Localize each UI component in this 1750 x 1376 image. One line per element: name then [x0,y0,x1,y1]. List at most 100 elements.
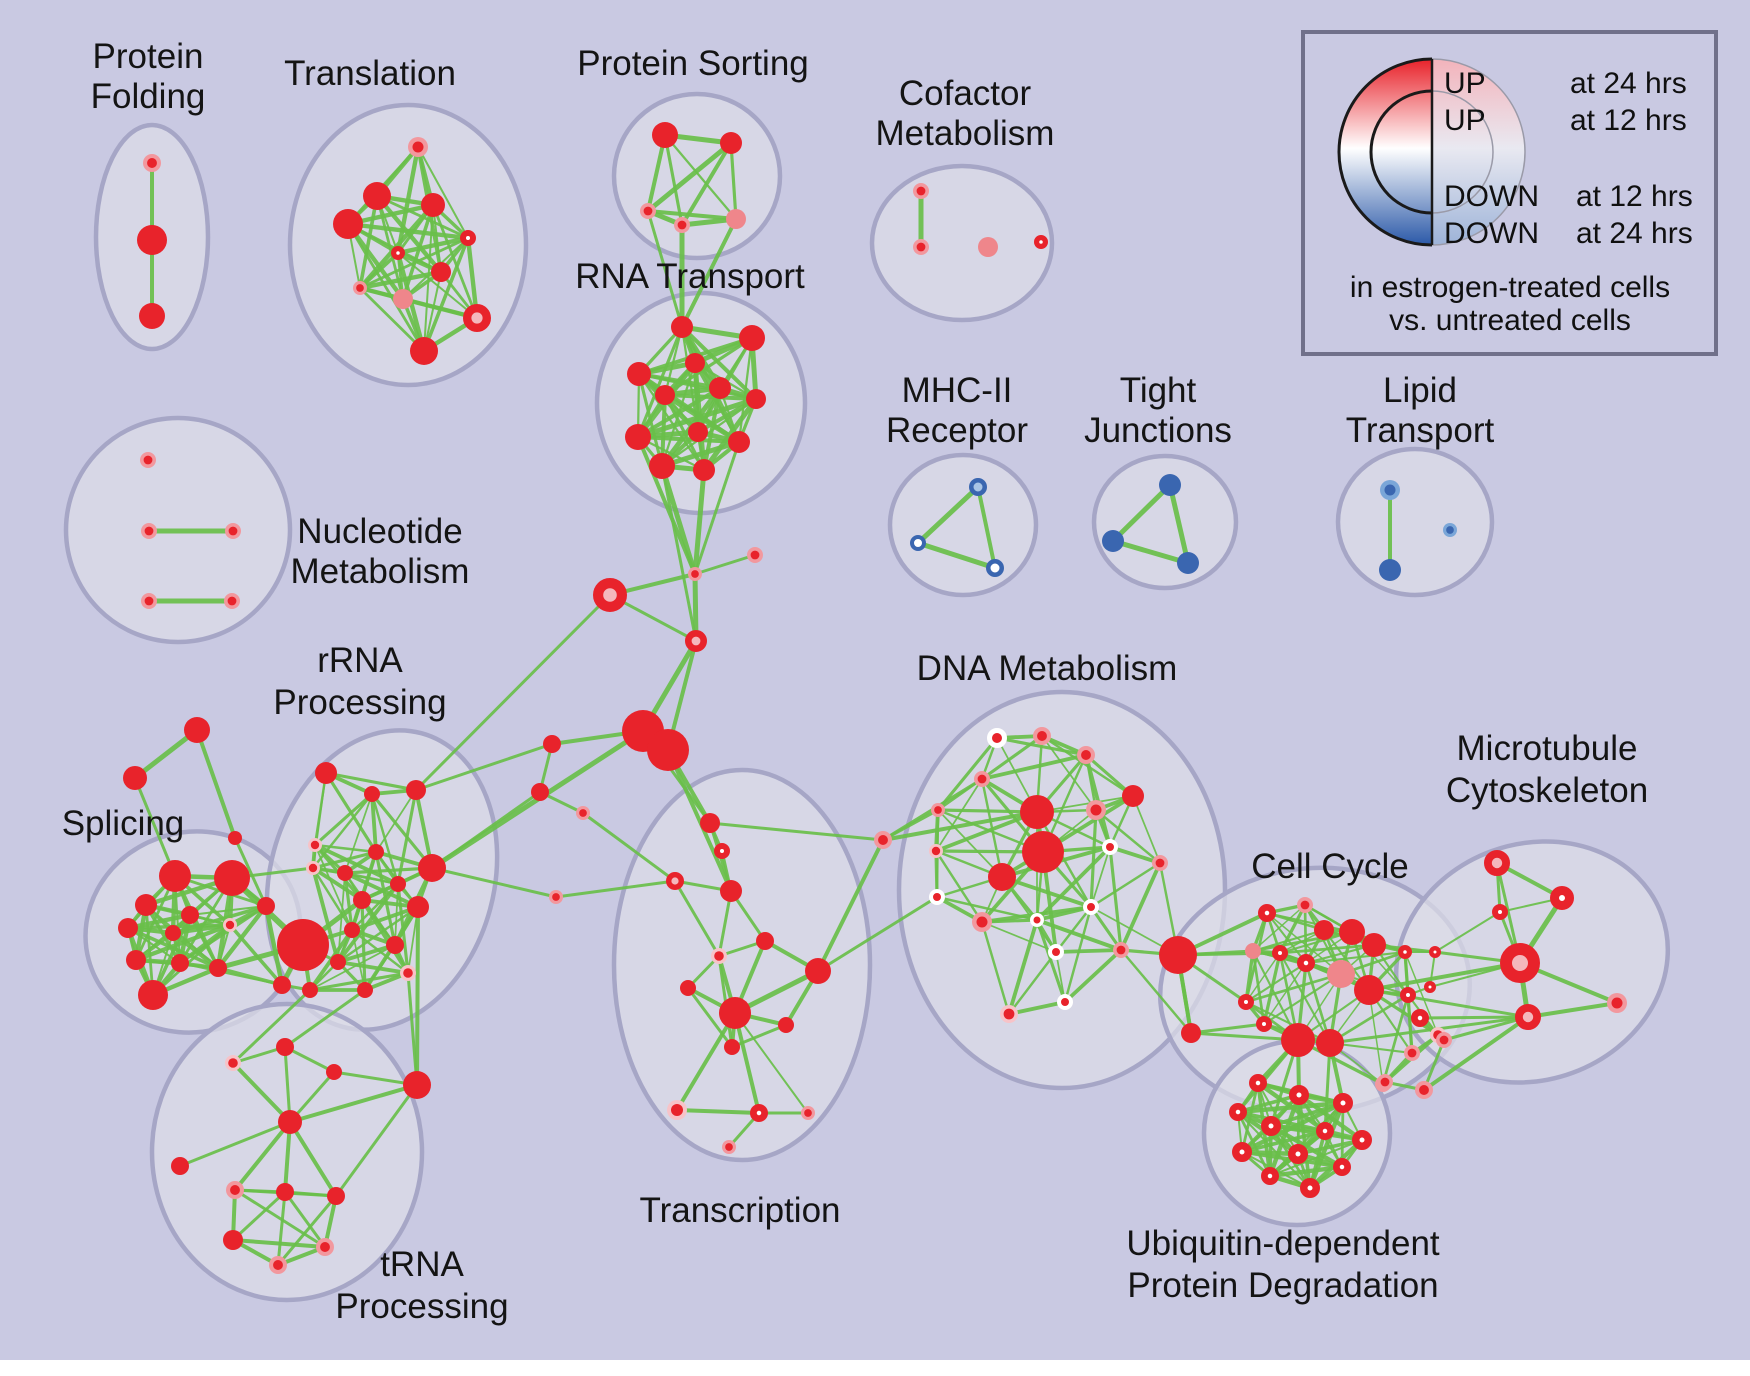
interaction-edge [1262,972,1343,1026]
cluster-label-splicing: Splicing [62,804,185,843]
interaction-edge [1119,861,1162,952]
gene-node [688,422,708,442]
gene-node-core [1384,484,1396,496]
interaction-edge [934,810,1039,853]
interaction-edge [288,1083,419,1124]
interaction-edge [228,923,284,987]
interaction-edge [1267,1164,1345,1179]
gene-node-core [1155,858,1165,868]
gene-node-core [691,570,699,578]
cluster-label-protein_folding: Folding [91,77,206,116]
gene-node-core [1300,900,1310,910]
gene-node-core [1611,997,1623,1009]
interaction-edge [283,988,367,1049]
interaction-edge [288,1120,338,1198]
interaction-edge [1054,948,1123,954]
legend-row-time: at 12 hrs [1570,104,1687,137]
gene-node [700,813,720,833]
interaction-edge [314,844,353,931]
interaction-edge [635,385,723,440]
cluster-label-transcription: Transcription [640,1191,841,1230]
gene-node [431,262,451,282]
interaction-edge [937,809,1003,878]
interaction-edge [1266,912,1342,975]
interaction-edge [934,849,984,924]
cluster-label-trna_processing: tRNA [380,1245,464,1284]
gene-node [1261,1167,1279,1185]
gene-node [333,209,363,239]
interaction-edge [1237,1111,1311,1189]
interaction-edge [132,727,200,781]
gene-node-core [878,835,888,845]
interaction-edge [336,943,397,964]
interaction-edge [1252,904,1306,952]
gene-node [1424,981,1436,993]
interaction-edge [263,903,285,988]
interaction-edge [693,440,741,576]
interaction-edge [309,944,396,991]
interaction-edge [729,141,738,221]
interaction-edge [981,921,1057,953]
gene-node-core [228,1058,238,1068]
gene-node [652,122,678,148]
interaction-edge [1381,993,1410,1086]
gene-node [223,1230,243,1250]
interaction-edge [679,324,759,402]
interaction-edge [358,236,470,290]
gene-node-core [1003,1008,1015,1020]
interaction-edge [679,140,734,228]
gene-node [364,786,380,802]
interaction-edge [915,484,981,546]
interaction-edge [701,396,759,473]
gene-node-core [230,1185,240,1195]
legend-row-label: UP [1444,104,1486,137]
interaction-edge [645,140,734,214]
interaction-edge [1055,951,1066,1003]
cluster-label-mhc_receptor: MHC-II [902,371,1013,410]
cluster-label-tight_junctions: Tight [1120,371,1197,410]
gene-node [988,863,1016,891]
gene-node [1258,904,1276,922]
gene-node [719,997,751,1029]
gene-node [403,1071,431,1099]
gene-node [724,1039,740,1055]
gene-node [1316,1122,1334,1140]
gene-node [1429,946,1441,958]
gene-node [393,289,413,309]
interaction-edge [215,903,269,971]
gene-node [1400,987,1416,1003]
interaction-edge [1434,911,1501,953]
interaction-edge [343,871,400,886]
gene-node [406,780,426,800]
interaction-edge [692,571,699,644]
interaction-edge [1189,1031,1300,1042]
legend: UP at 24 hrs UP at 12 hrs DOWN at 12 hrs… [1301,30,1718,356]
gene-node [353,891,371,909]
gene-node-core [1116,945,1126,955]
interaction-edge [1244,1000,1332,1045]
gene-node [390,876,406,892]
gene-node [139,303,165,329]
gene-node [1272,945,1288,961]
interaction-edge [414,593,612,792]
interaction-edge [717,889,733,958]
interaction-edge [816,895,939,973]
interaction-edge [231,1190,287,1242]
gene-node [720,132,742,154]
interaction-edge [675,1108,761,1115]
interaction-edge [313,843,378,854]
gene-node [1300,1178,1320,1198]
interaction-edge [430,866,558,899]
interaction-edge [980,753,1088,781]
interaction-edge [336,960,410,975]
gene-node-core [934,806,942,814]
interaction-edge [660,464,698,643]
gene-node-core [1419,1085,1429,1095]
gene-node [1020,795,1054,829]
cluster-label-cofactor_metabolism: Cofactor [899,74,1032,113]
cluster-ellipse-lipid_transport [1335,446,1495,598]
interaction-edge [1054,905,1093,954]
gene-node [1327,960,1355,988]
interaction-edge [276,1194,338,1267]
gene-node [671,316,693,338]
